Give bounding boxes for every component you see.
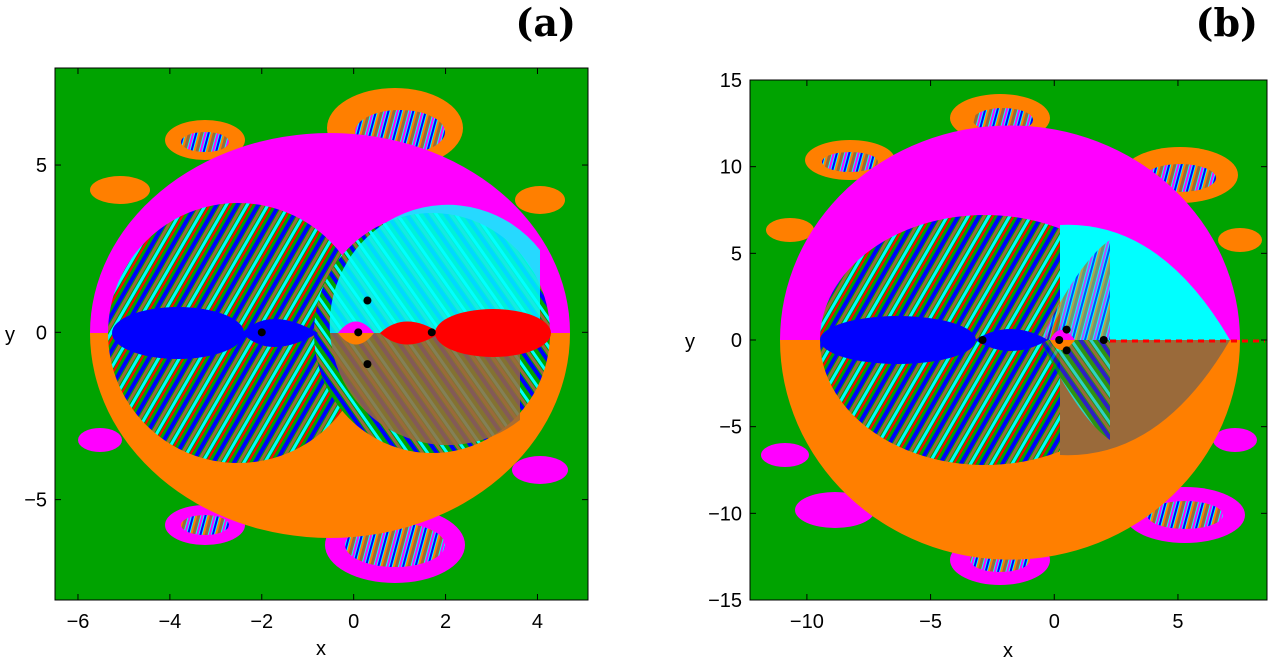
x-tick-label: −10 [790, 611, 824, 633]
y-axis-label-a: y [5, 324, 15, 346]
x-tick-label: −6 [67, 611, 90, 633]
x-tick-label: 5 [1172, 611, 1183, 633]
x-tick-label: 2 [440, 611, 451, 633]
equilibrium-point [427, 328, 436, 337]
y-tick-label: −10 [708, 503, 742, 525]
y-tick-label: −15 [708, 590, 742, 612]
equilibrium-point [1099, 336, 1108, 344]
panel-label-a: (a) [515, 0, 576, 45]
y-tick-label: 0 [731, 330, 742, 352]
equilibrium-point [1062, 325, 1071, 334]
panel-a: −6 −4 −2 0 2 4 −5 0 5 (a) x y [5, 0, 589, 660]
plot-frame-a [54, 67, 589, 601]
y-tick-label: 10 [720, 157, 742, 179]
x-tick-label: −5 [919, 611, 942, 633]
equilibrium-point [257, 328, 266, 337]
x-tick-label: 4 [532, 611, 543, 633]
equilibrium-point [978, 336, 987, 344]
x-axis-label-a: x [316, 638, 326, 660]
y-axis-label-b: y [685, 331, 695, 353]
x-axis-ticks-b: −10 −5 0 5 [790, 80, 1184, 633]
y-tick-label: 15 [720, 70, 742, 92]
equilibrium-point [363, 360, 372, 369]
y-tick-label: 5 [36, 155, 47, 177]
x-tick-label: −2 [250, 611, 273, 633]
panel-label-b: (b) [1195, 0, 1258, 45]
y-tick-label: 5 [731, 243, 742, 265]
y-axis-ticks-b: −15 −10 −5 0 5 10 15 [708, 70, 1267, 612]
x-tick-label: 0 [348, 611, 359, 633]
x-axis-label-b: x [1003, 640, 1013, 662]
y-tick-label: 0 [36, 322, 47, 344]
x-axis-ticks-a: −6 −4 −2 0 2 4 [67, 68, 543, 633]
equilibrium-point [1055, 336, 1064, 344]
panel-b: −10 −5 0 5 −15 −10 −5 0 5 10 15 (b) x y [685, 0, 1268, 662]
basin-map-a [55, 68, 588, 600]
y-axis-ticks-a: −5 0 5 [24, 155, 588, 512]
equilibrium-points-b [978, 325, 1108, 355]
y-tick-label: −5 [719, 417, 742, 439]
equilibrium-points-a [257, 296, 436, 369]
equilibrium-point [354, 328, 363, 337]
equilibrium-point [1062, 346, 1071, 355]
x-tick-label: 0 [1049, 611, 1060, 633]
x-tick-label: −4 [158, 611, 181, 633]
equilibrium-point [363, 296, 372, 305]
basin-map-b [750, 80, 1267, 600]
y-tick-label: −5 [24, 490, 47, 512]
